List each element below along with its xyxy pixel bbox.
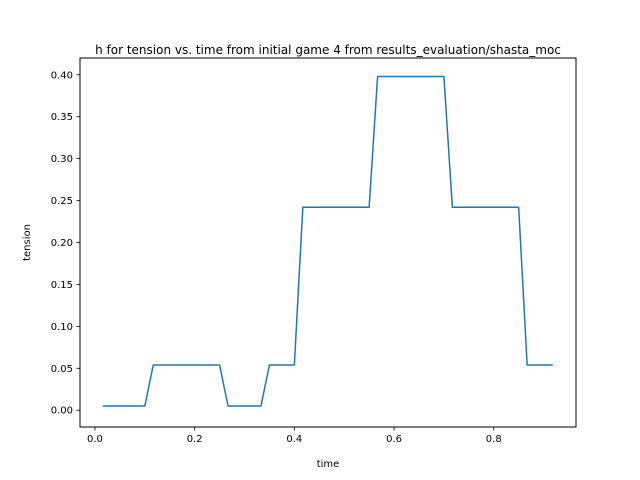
y-tick-label: 0.35 [51, 112, 73, 123]
x-tick-label: 0.2 [187, 434, 203, 445]
y-tick-label: 0.15 [51, 280, 73, 291]
x-axis-label: time [317, 459, 340, 470]
y-tick-label: 0.10 [51, 322, 73, 333]
y-tick-label: 0.30 [51, 154, 73, 165]
x-tick-label: 0.8 [486, 434, 502, 445]
series-line [102, 75, 553, 407]
plot-frame [79, 57, 577, 428]
y-tick-label: 0.40 [51, 70, 73, 81]
y-tick-label: 0.05 [51, 364, 73, 375]
x-tick-label: 0.4 [286, 434, 302, 445]
chart-title: h for tension vs. time from initial game… [95, 43, 561, 57]
y-tick-label: 0.20 [51, 238, 73, 249]
y-tick-label: 0.25 [51, 196, 73, 207]
x-tick-label: 0.6 [386, 434, 402, 445]
series-layer [102, 75, 553, 407]
y-axis-label: tension [22, 224, 33, 261]
axes-layer: 0.0 0.2 0.4 0.6 0.8 0.00 0.05 0.10 0.15 0.20 0.25 0… [51, 70, 502, 445]
y-tick-label: 0.00 [51, 406, 73, 417]
x-tick-label: 0.0 [87, 434, 103, 445]
plot-area [102, 75, 553, 407]
